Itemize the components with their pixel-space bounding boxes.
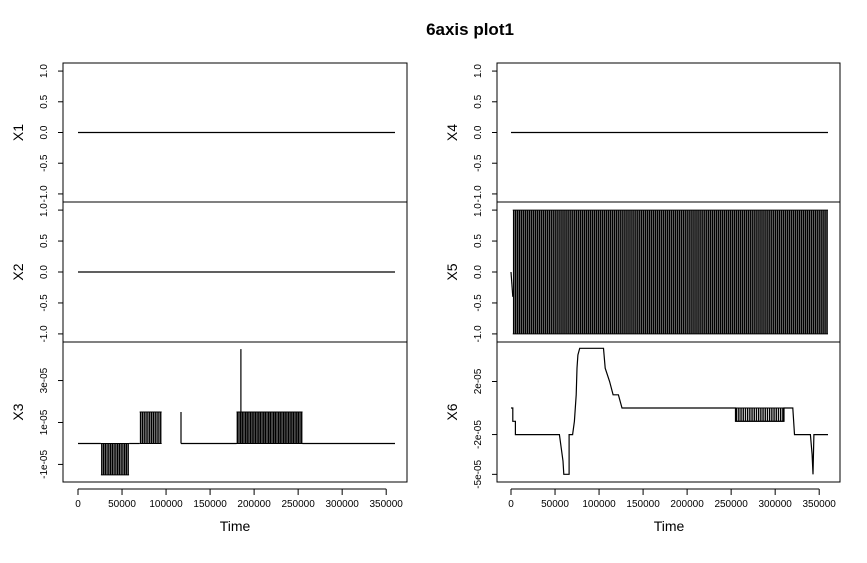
x-axis-label-left: Time: [220, 518, 251, 534]
x-axis-left: 0 50000 100000 150000 200000 250000 300000 3500…: [75, 488, 404, 510]
x-axis-right: 0 50000 100000 150000 200000 250000 300000 3500…: [508, 488, 837, 510]
x-tick-label: 0: [508, 499, 514, 510]
x-axis-label-right: Time: [654, 518, 685, 534]
series-band: [100, 442, 130, 476]
y-axis-label: X6: [444, 403, 460, 420]
y-tick-label: -5e-05: [473, 459, 484, 488]
series-band: [139, 411, 162, 444]
x-tick-label: 250000: [714, 499, 748, 510]
y-tick-label: 0.5: [39, 234, 50, 248]
y-tick-label: -1e-05: [39, 450, 50, 479]
y-tick-label: 0.5: [39, 94, 50, 108]
panel-x6: -5e-05 -2e-05 2e-05 X6: [444, 341, 841, 489]
y-tick-label: -0.5: [473, 154, 484, 172]
x-tick-label: 100000: [582, 499, 616, 510]
y-tick-label: -1.0: [39, 185, 50, 203]
y-tick-label: 1e-05: [39, 409, 50, 435]
series-band: [512, 209, 828, 335]
x-tick-label: 200000: [670, 499, 704, 510]
panel-x3: -1e-05 1e-05 3e-05 X3: [10, 341, 408, 483]
y-tick-label: 2e-05: [473, 368, 484, 394]
x-tick-label: 50000: [108, 499, 136, 510]
plot-panels: -1.0-0.50.00.51.0X1-1.0-0.50.00.51.0X2-1…: [10, 62, 841, 510]
panel-x5: -1.0 -0.5 0.0 0.5 1.0 X5: [444, 201, 841, 343]
y-axis-label: X3: [10, 403, 26, 420]
series-band: [735, 407, 784, 422]
y-tick-label: 1.0: [39, 64, 50, 78]
x-tick-label: 300000: [325, 499, 359, 510]
y-tick-label: 0.0: [473, 125, 484, 139]
y-tick-label: 0.0: [39, 265, 50, 279]
y-tick-label: 1.0: [473, 64, 484, 78]
y-tick-label: -2e-05: [473, 420, 484, 449]
y-tick-label: -1.0: [39, 325, 50, 343]
x-tick-label: 300000: [758, 499, 792, 510]
panel-frame: [496, 341, 841, 483]
y-axis-label: X4: [444, 124, 460, 141]
x-tick-label: 350000: [370, 499, 404, 510]
y-axis-label: X2: [10, 263, 26, 280]
series-line: [510, 271, 514, 297]
y-axis-label: X5: [444, 263, 460, 280]
y-tick-label: 1.0: [473, 203, 484, 217]
series-line: [511, 347, 828, 475]
x-tick-label: 0: [75, 499, 81, 510]
panel-x4: -1.0 -0.5 0.0 0.5 1.0 X4: [444, 62, 841, 203]
y-tick-label: -1.0: [473, 185, 484, 203]
y-tick-label: 3e-05: [39, 367, 50, 393]
x-tick-label: 100000: [149, 499, 183, 510]
figure-title: 6axis plot1: [426, 20, 514, 39]
x-tick-label: 350000: [803, 499, 837, 510]
x-tick-label: 50000: [541, 499, 569, 510]
y-tick-label: -0.5: [39, 294, 50, 312]
x-tick-label: 150000: [193, 499, 227, 510]
y-tick-label: 0.5: [473, 234, 484, 248]
x-tick-label: 250000: [281, 499, 315, 510]
y-tick-label: -0.5: [39, 154, 50, 172]
panel-x1: -1.0 -0.5 0.0 0.5 1.0 X1: [10, 62, 408, 203]
y-tick-label: 1.0: [39, 203, 50, 217]
y-tick-label: -0.5: [473, 294, 484, 312]
panel-x2: -1.0 -0.5 0.0 0.5 1.0 X2: [10, 201, 408, 343]
series-band: [236, 411, 303, 444]
x-tick-label: 150000: [626, 499, 660, 510]
x-tick-label: 200000: [237, 499, 271, 510]
y-tick-label: 0.0: [473, 265, 484, 279]
y-tick-label: 0.0: [39, 125, 50, 139]
y-axis-label: X1: [10, 124, 26, 141]
y-tick-label: -1.0: [473, 325, 484, 343]
y-tick-label: 0.5: [473, 94, 484, 108]
panel-frame: [62, 341, 408, 483]
